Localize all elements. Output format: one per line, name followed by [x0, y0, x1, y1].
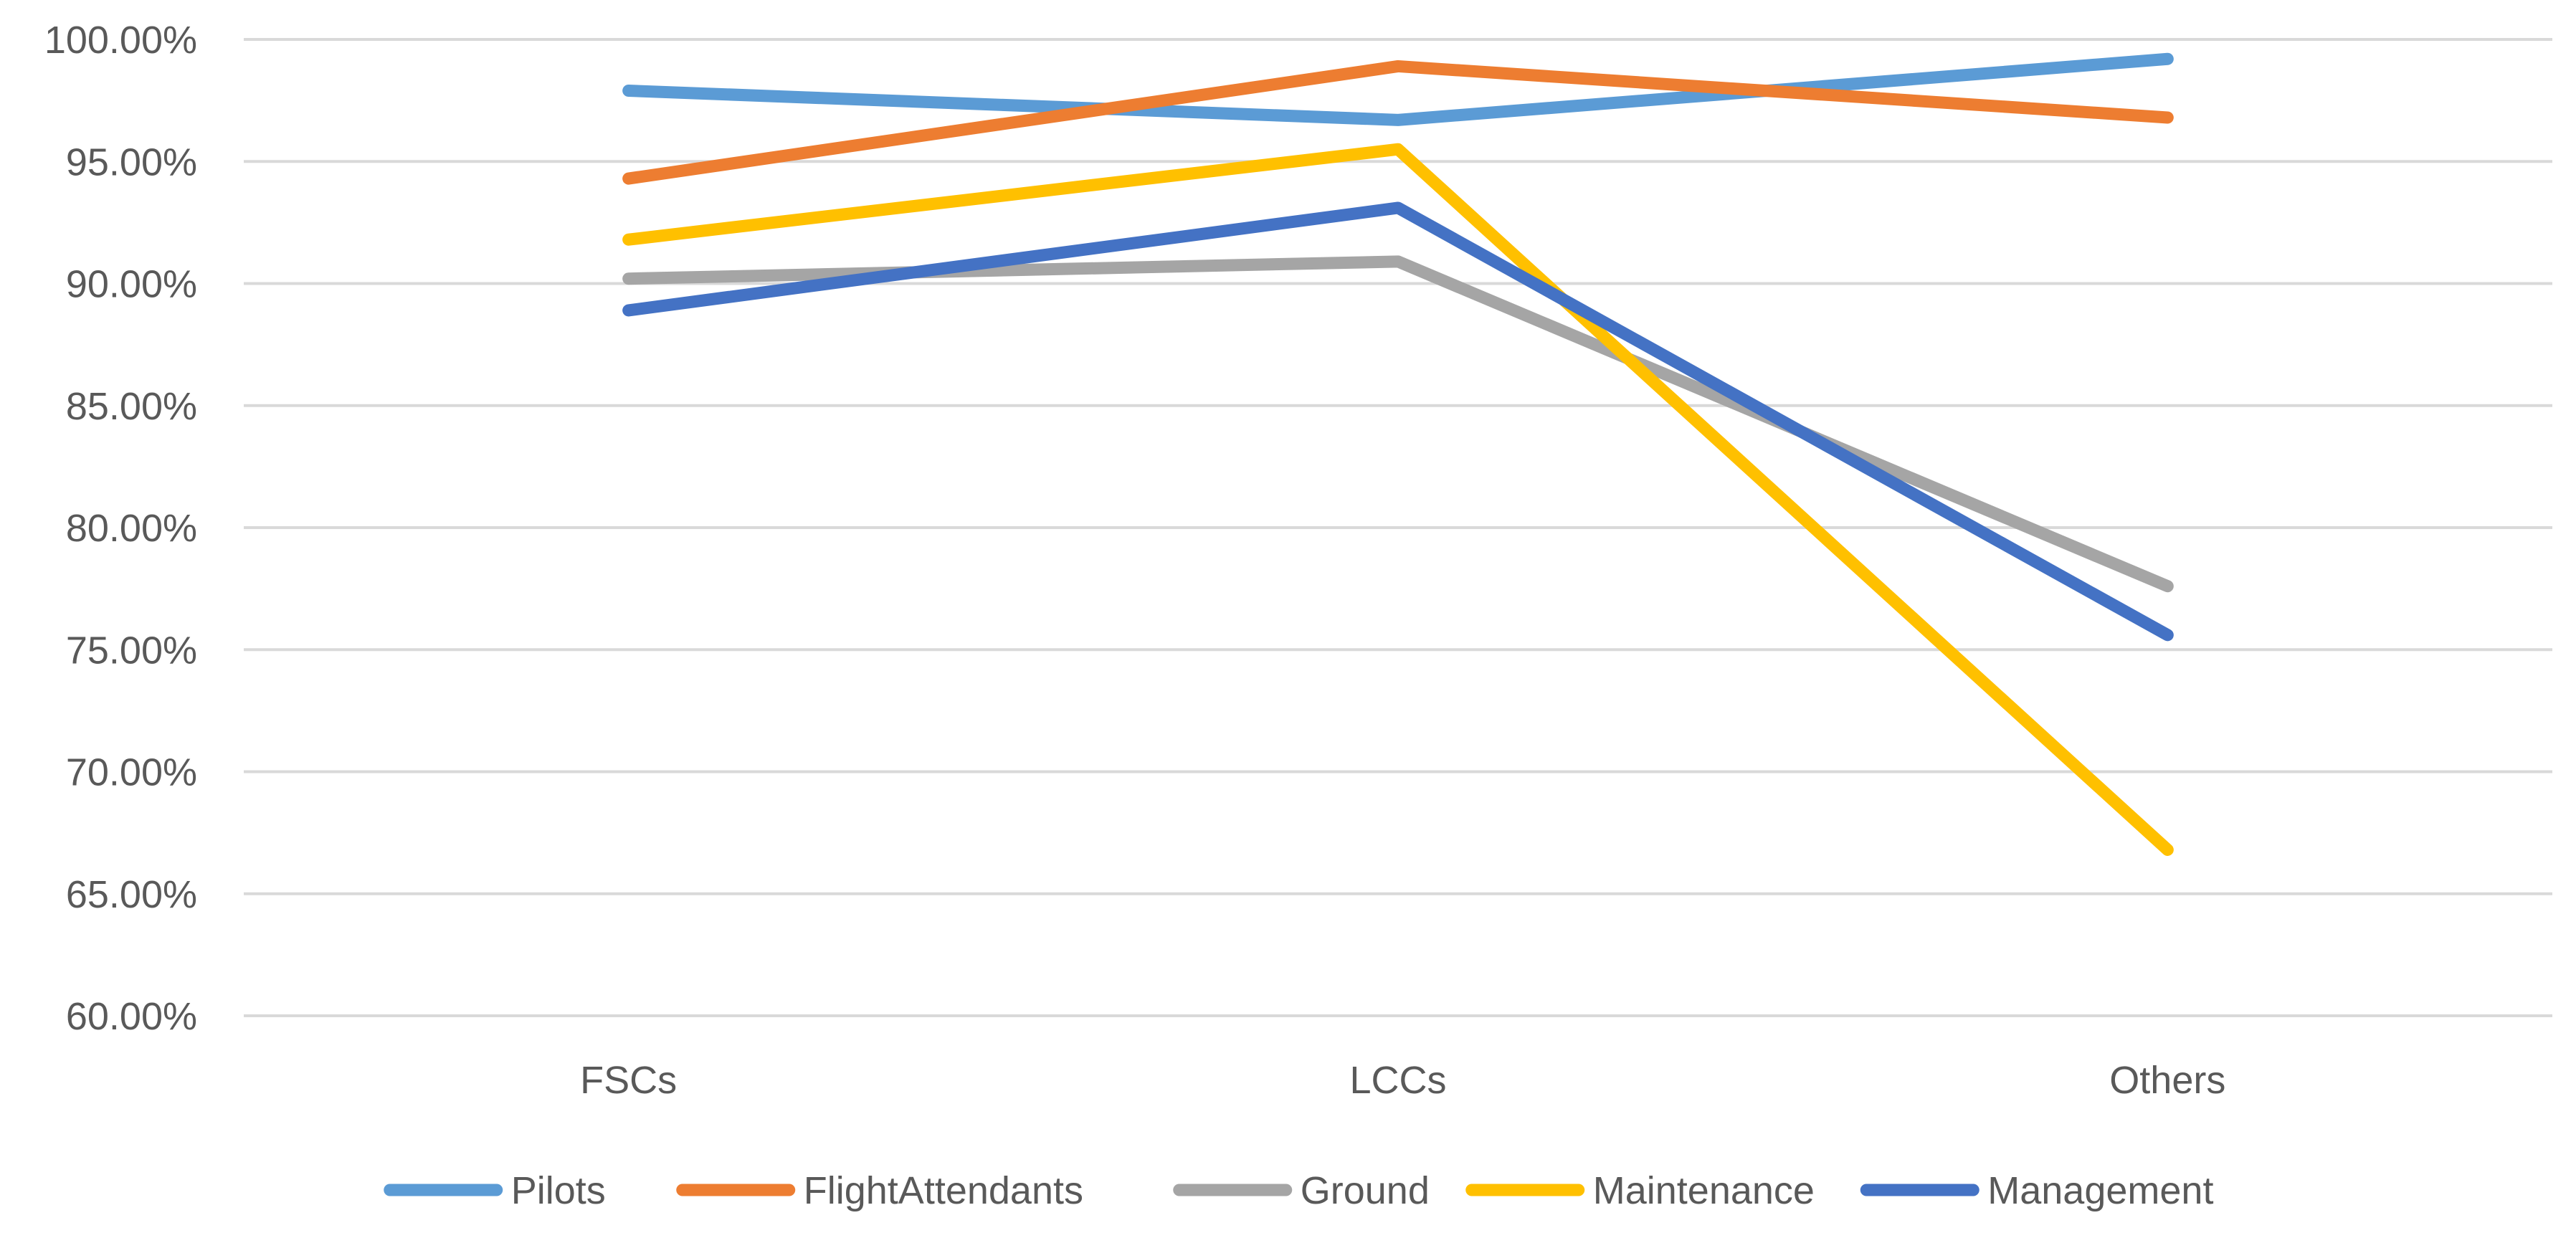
- series-lines: [622, 52, 2174, 856]
- y-tick-label: 100.00%: [44, 19, 197, 62]
- x-tick-label: Others: [2109, 1059, 2225, 1102]
- legend-label-ground: Ground: [1301, 1169, 1430, 1212]
- legend-label-pilots: Pilots: [511, 1169, 606, 1212]
- y-tick-label: 65.00%: [66, 873, 197, 916]
- legend-label-flight-attendants: FlightAttendants: [804, 1169, 1083, 1212]
- y-tick-label: 70.00%: [66, 751, 197, 794]
- y-axis-tick-labels: 60.00% 65.00% 70.00% 75.00% 80.00% 85.00% 90.0…: [44, 19, 197, 1038]
- series-line-flight-attendants: [622, 59, 2174, 185]
- legend-label-management: Management: [1987, 1169, 2213, 1212]
- y-tick-label: 90.00%: [66, 263, 197, 306]
- x-tick-label: FSCs: [580, 1059, 677, 1102]
- y-tick-label: 60.00%: [66, 995, 197, 1038]
- legend: Pilots FlightAttendants Ground Maintenance M…: [384, 1169, 2213, 1212]
- legend-label-maintenance: Maintenance: [1593, 1169, 1815, 1212]
- y-tick-label: 95.00%: [66, 141, 197, 184]
- y-tick-label: 75.00%: [66, 629, 197, 672]
- series-line-ground: [622, 255, 2174, 593]
- series-line-maintenance: [622, 143, 2174, 856]
- y-tick-label: 85.00%: [66, 385, 197, 428]
- gridlines: [244, 38, 2552, 1017]
- series-line-management: [622, 201, 2174, 642]
- x-tick-label: LCCs: [1349, 1059, 1446, 1102]
- series-line-pilots: [622, 52, 2174, 126]
- x-axis-tick-labels: FSCs LCCs Others: [580, 1059, 2225, 1102]
- y-tick-label: 80.00%: [66, 507, 197, 550]
